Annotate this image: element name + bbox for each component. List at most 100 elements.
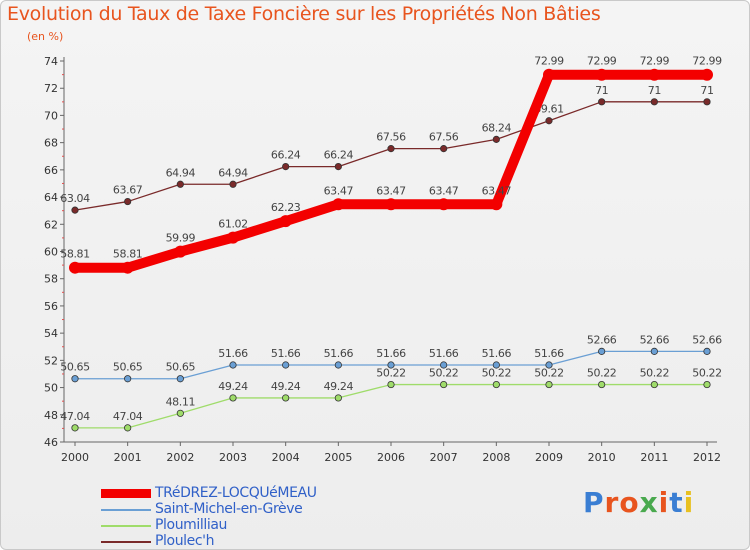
data-point [598, 380, 606, 389]
data-label: 51.66 [482, 347, 512, 360]
data-point [282, 162, 290, 171]
x-tick-label: 2011 [640, 451, 668, 464]
data-point [387, 361, 395, 369]
data-label: 50.22 [534, 367, 564, 380]
data-label: 51.66 [376, 347, 406, 360]
data-label: 47.04 [113, 410, 143, 423]
data-point [124, 375, 132, 383]
data-point [124, 424, 132, 432]
logo-letter: i [658, 486, 670, 519]
data-label: 67.56 [376, 131, 406, 144]
logo-letter: o [619, 486, 640, 519]
data-label: 51.66 [218, 347, 248, 360]
data-point [492, 361, 500, 369]
data-label: 66.24 [271, 149, 301, 162]
y-tick-label: 52 [44, 354, 58, 367]
x-tick-label: 2000 [61, 451, 89, 464]
data-point [545, 380, 553, 389]
data-point [71, 424, 79, 432]
chart-title: Evolution du Taux de Taxe Foncière sur l… [7, 3, 601, 25]
data-point [387, 145, 395, 153]
data-point [387, 380, 395, 389]
data-point [440, 145, 448, 153]
data-point [598, 98, 606, 106]
data-label: 48.11 [166, 395, 196, 408]
data-point [229, 180, 237, 188]
data-point [174, 245, 187, 258]
data-point [176, 375, 184, 383]
data-point [124, 197, 132, 206]
data-label: 68.24 [482, 121, 512, 134]
data-point [176, 180, 184, 188]
logo-letter: P [583, 486, 605, 519]
y-tick-label: 50 [44, 382, 58, 395]
legend-swatch [101, 509, 151, 511]
legend-label: TRéDREZ-LOCQUéMEAU [155, 485, 317, 501]
data-label: 51.66 [324, 347, 354, 360]
data-point [69, 261, 81, 274]
data-point [437, 198, 450, 211]
data-point [227, 231, 239, 244]
data-point [282, 394, 290, 402]
data-label: 72.99 [692, 55, 722, 68]
data-point [332, 198, 345, 211]
y-tick-label: 54 [44, 327, 58, 340]
data-point [121, 261, 134, 274]
data-label: 71 [648, 84, 661, 97]
x-tick-label: 2009 [535, 451, 563, 464]
data-point [545, 361, 553, 369]
y-tick-label: 56 [44, 300, 58, 313]
data-label: 49.24 [271, 380, 301, 393]
data-label: 63.67 [113, 184, 143, 197]
data-point [650, 347, 658, 355]
proxiti-logo: Proxiti [583, 486, 694, 519]
data-label: 52.66 [587, 333, 617, 346]
data-label: 72.99 [640, 55, 670, 68]
legend-label: Ploumilliau [155, 517, 228, 533]
data-label: 64.94 [218, 166, 248, 179]
data-label: 50.65 [60, 361, 90, 374]
data-label: 63.47 [429, 184, 459, 197]
data-label: 47.04 [60, 410, 90, 423]
line-chart: 46 48 50 52 54 56 58 60 62 64 66 68 70 72 74 2000 2001 20… [44, 55, 723, 464]
y-tick-label: 66 [44, 164, 58, 177]
data-label: 63.47 [324, 184, 354, 197]
logo-letter: x [639, 486, 659, 519]
data-label: 51.66 [534, 347, 564, 360]
data-label: 50.22 [587, 367, 617, 380]
data-point [440, 361, 448, 369]
data-label: 69.61 [534, 103, 564, 116]
data-point [543, 68, 555, 81]
data-label: 61.02 [218, 218, 248, 231]
data-point [648, 68, 661, 81]
y-axis-unit: (en %) [27, 30, 64, 43]
y-tick-label: 60 [44, 246, 58, 259]
data-label: 64.94 [166, 166, 196, 179]
data-point [492, 135, 500, 143]
legend-label: Saint-Michel-en-Grève [155, 501, 303, 517]
x-tick-label: 2006 [377, 451, 405, 464]
data-label: 51.66 [271, 347, 301, 360]
data-label: 58.81 [113, 248, 143, 261]
data-point [71, 375, 79, 383]
data-point [229, 394, 237, 402]
legend-swatch [101, 525, 151, 527]
data-label: 63.04 [60, 192, 90, 205]
x-tick-label: 2007 [430, 451, 458, 464]
logo-letter: i [683, 486, 695, 519]
data-label: 50.22 [376, 367, 406, 380]
x-tick-label: 2001 [114, 451, 142, 464]
data-point [229, 361, 237, 369]
legend-label: Ploulec'h [155, 533, 215, 549]
data-label: 50.22 [482, 367, 512, 380]
data-label: 58.81 [60, 248, 90, 261]
data-point [650, 380, 658, 389]
y-tick-label: 62 [44, 218, 58, 231]
data-point [703, 347, 711, 355]
data-label: 72.99 [587, 55, 617, 68]
y-tick-label: 46 [44, 436, 58, 449]
x-tick-label: 2005 [324, 451, 352, 464]
data-point [595, 68, 608, 81]
data-label: 67.56 [429, 131, 459, 144]
data-label: 71 [595, 84, 608, 97]
